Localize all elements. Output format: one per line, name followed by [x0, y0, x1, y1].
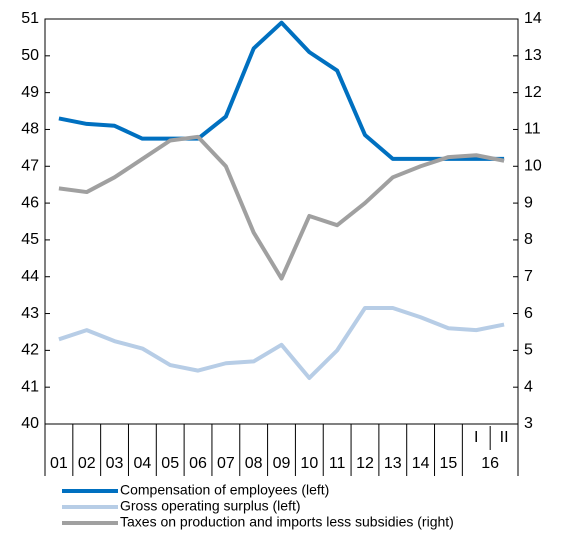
y-tick-label: 40 [21, 415, 39, 432]
y2-tick-label: 8 [524, 231, 533, 248]
plot-frame [44, 18, 519, 425]
y2-tick-label: 7 [524, 268, 533, 285]
x-tick-label: 14 [412, 455, 430, 472]
x-tick-label: 11 [329, 455, 346, 472]
y2-tick-label: 12 [524, 84, 542, 101]
series-line [58, 20, 505, 161]
x-tick-label: 02 [78, 455, 96, 472]
y-tick-label: 41 [21, 378, 39, 395]
x-tick-label: 09 [273, 455, 291, 472]
x-tick-label: 13 [384, 455, 402, 472]
y-tick-label: 50 [21, 47, 39, 64]
x-tick-label: 10 [300, 455, 318, 472]
x-tick-label: II [500, 429, 509, 446]
x-tick-label: 06 [189, 455, 207, 472]
y2-tick-label: 11 [524, 121, 541, 138]
x-tick-label: 03 [106, 455, 124, 472]
x-group-label: 16 [481, 455, 499, 472]
y-tick-label: 48 [21, 121, 39, 138]
legend-label: Taxes on production and imports less sub… [120, 514, 454, 530]
y-tick-label: 43 [21, 305, 39, 322]
y2-tick-label: 5 [524, 342, 533, 359]
x-tick-label: 08 [245, 455, 263, 472]
x-tick-label: 04 [133, 455, 151, 472]
legend-label: Compensation of employees (left) [120, 482, 329, 498]
y-tick-label: 47 [21, 157, 39, 174]
y2-tick-label: 3 [524, 415, 533, 432]
y2-tick-label: 6 [524, 305, 533, 322]
y2-tick-label: 14 [524, 10, 542, 27]
y-tick-label: 51 [21, 10, 39, 27]
y-tick-label: 44 [21, 268, 39, 285]
y2-tick-label: 13 [524, 47, 542, 64]
x-tick-label: I [474, 429, 478, 446]
y-tick-label: 42 [21, 342, 39, 359]
legend-label: Gross operating surplus (left) [120, 498, 301, 514]
y-tick-label: 49 [21, 84, 39, 101]
y2-tick-label: 4 [524, 378, 533, 395]
x-tick-label: 12 [356, 455, 374, 472]
series-line [58, 134, 505, 281]
series-line [58, 306, 505, 380]
x-tick-label: 05 [161, 455, 179, 472]
y2-tick-label: 9 [524, 194, 533, 211]
y-tick-label: 45 [21, 231, 39, 248]
x-tick-label: 15 [440, 455, 458, 472]
y-tick-label: 46 [21, 194, 39, 211]
x-tick-label: 01 [50, 455, 68, 472]
x-tick-label: 07 [217, 455, 235, 472]
y2-tick-label: 10 [524, 157, 542, 174]
